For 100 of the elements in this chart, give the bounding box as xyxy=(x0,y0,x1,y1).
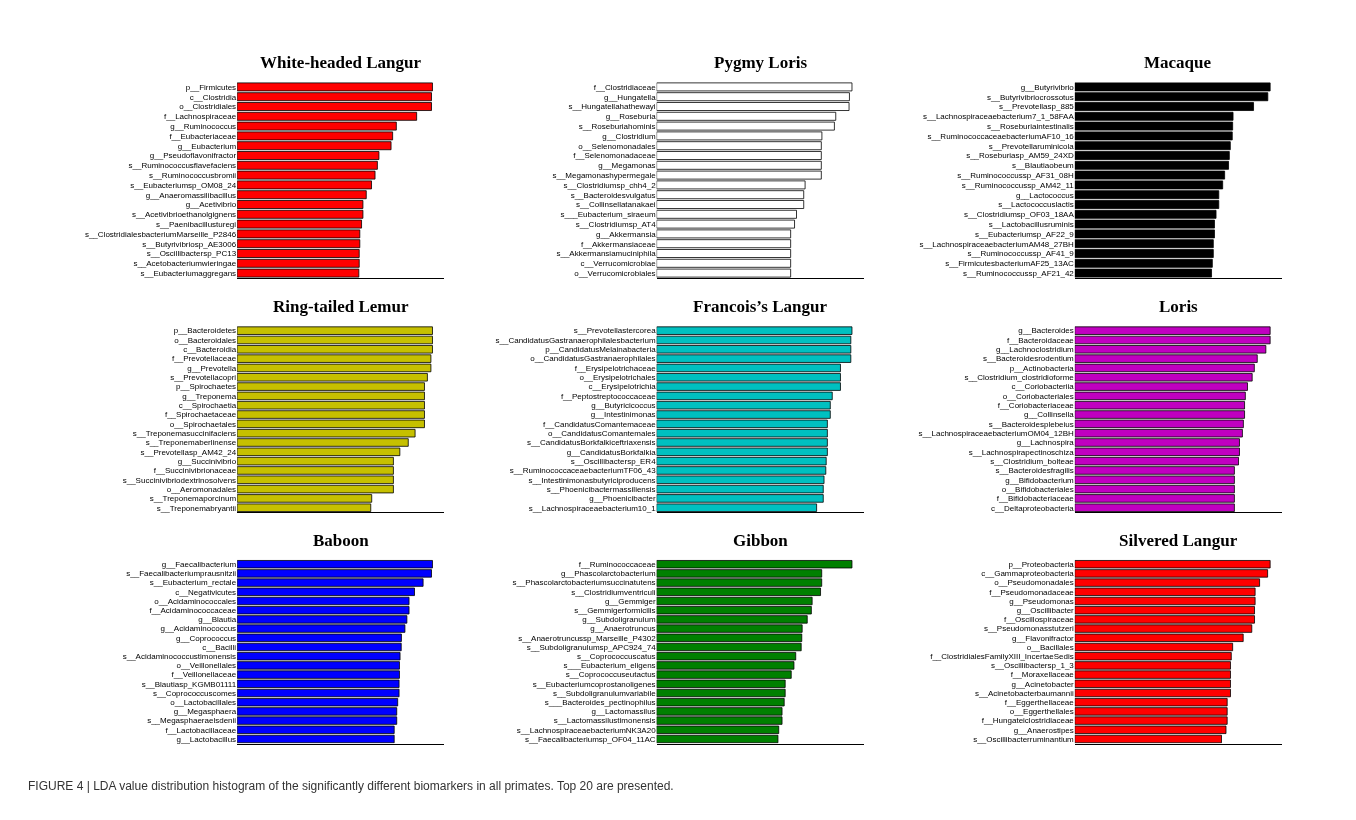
y-tick-label: g__Ruminococcus xyxy=(170,121,237,131)
y-tick-label: s__Roseburiaintestinalis xyxy=(987,121,1074,131)
y-tick-label: g__Gemmiger xyxy=(604,596,656,606)
y-tick-label: g__Pseudomonas xyxy=(1009,596,1074,606)
y-tick-label: s__Eubacteriumcoprostanoligenes xyxy=(532,679,656,689)
y-tick-label: s__Bacteroidesvulgatus xyxy=(570,190,656,200)
y-tick-label: s__Treponemasuccinifaciens xyxy=(132,428,237,438)
y-tick-label: s__Oscillibactersp_1_3 xyxy=(991,661,1075,671)
y-tick-label: f__Bacteroidaceae xyxy=(1007,335,1075,345)
chart-title: Loris xyxy=(1159,297,1199,316)
y-tick-label: g__Coprococcus xyxy=(176,633,237,643)
caption: FIGURE 4 | LDA value distribution histogram of the significantly different biomarkers in all primates. Top 20 are presented. xyxy=(28,779,674,793)
y-tick-label: o__Coriobacteriales xyxy=(1002,391,1074,401)
y-tick-label: s__Treponemabryantii xyxy=(156,503,237,513)
y-tick-label: o__Spirochaetales xyxy=(169,419,237,429)
y-tick-label: g__Flavonifractor xyxy=(1011,633,1075,643)
chart-title: Pygmy Loris xyxy=(714,53,808,72)
y-tick-label: g__Lachnospira xyxy=(1016,438,1075,448)
y-tick-label: s__Subdoligranulumvariabile xyxy=(552,688,657,698)
y-tick-label: s__Treponemaberlinense xyxy=(145,438,237,448)
y-tick-label: s__Ruminococcussp_AF41_9 xyxy=(967,249,1075,259)
y-tick-label: s__Clostridiumsp_OF03_18AA xyxy=(963,210,1075,220)
y-tick-label: g__Lactomassilus xyxy=(591,707,656,717)
y-tick-label: s__Prevotellastercorea xyxy=(573,326,657,336)
y-tick-label: s__Ruminococcussp_AF31_08H xyxy=(957,170,1075,180)
y-tick-label: c__Coriobacteriia xyxy=(1011,382,1075,392)
y-tick-label: s__Anaerotruncussp_Marseille_P4302 xyxy=(518,633,657,643)
y-tick-label: s__CandidatusBorkfalkiceftriaxensis xyxy=(527,438,656,448)
y-tick-label: s__Prevotellacopri xyxy=(170,373,237,383)
y-tick-label: s__Clostridium_clostridioforme xyxy=(964,373,1075,383)
y-tick-label: c__Bacteroidia xyxy=(183,345,237,355)
y-tick-label: s__Prevotellasp_AM42_24 xyxy=(140,447,237,457)
y-tick-label: o__Selenomonadales xyxy=(578,141,656,151)
y-tick-label: s__Hungatellahathewayi xyxy=(568,102,656,112)
y-tick-label: c__Spirochaetia xyxy=(178,401,237,411)
y-tick-label: g__Anaerotruncus xyxy=(590,624,656,634)
y-tick-label: s__Lactomassilustimonensis xyxy=(553,716,656,726)
y-tick-label: s__Paenibacillusturegi xyxy=(156,219,237,229)
y-tick-label: s__Eubacteriumaggregans xyxy=(140,268,237,278)
y-tick-label: f__Veillonellaceae xyxy=(171,670,237,680)
y-tick-label: f__ClostridialesFamilyXIII_IncertaeSedis xyxy=(930,652,1074,661)
y-tick-label: o__Verrucomicrobiales xyxy=(574,268,656,278)
chart-title: Ring-tailed Lemur xyxy=(273,297,409,316)
y-tick-label: s__LachnospiraceaebacteriumAM48_27BH xyxy=(919,239,1074,249)
y-tick-label: o__Bacteroidales xyxy=(174,335,237,345)
y-tick-label: s__Blautiaobeum xyxy=(1011,161,1075,171)
y-tick-label: p__Spirochaetes xyxy=(176,382,237,392)
y-tick-label: s__Bacteroidesfragilis xyxy=(995,466,1074,476)
y-tick-label: g__Subdoligranulum xyxy=(582,615,656,625)
y-tick-label: s__Eubacteriumsp_OM08_24 xyxy=(130,180,237,190)
y-tick-label: g__Megamonas xyxy=(598,161,656,171)
chart-title: Macaque xyxy=(1144,53,1212,72)
y-tick-label: s__Roseburiahominis xyxy=(578,121,656,131)
y-tick-label: g__Collinsella xyxy=(1023,410,1075,420)
y-tick-label: g__Eubacterium xyxy=(177,141,237,151)
y-tick-label: s__Acetivibrioethanolgignens xyxy=(132,210,237,220)
y-tick-label: s__Clostridiumsp_AT4 xyxy=(575,219,657,229)
y-tick-label: s__Lachnospirapectinoschiza xyxy=(968,447,1075,457)
y-tick-label: g__Phascolarctobacterium xyxy=(560,569,656,579)
y-tick-label: g__Hungatella xyxy=(604,92,657,102)
y-tick-label: g__CandidatusBorkfalkia xyxy=(566,447,657,457)
chart-title: White-headed Langur xyxy=(260,53,422,72)
y-tick-label: o__Eggerthellales xyxy=(1009,707,1074,717)
y-tick-label: g__Butyricicoccus xyxy=(591,401,656,411)
y-tick-label: g__Succinivibrio xyxy=(177,456,237,466)
y-tick-label: g__Acidaminococcus xyxy=(160,624,237,634)
y-tick-label: g__Bacteroides xyxy=(1018,326,1074,336)
y-tick-label: s__Bacteroidesrodentium xyxy=(983,354,1075,364)
y-tick-label: s__Oscillibacterruminantium xyxy=(973,734,1075,744)
y-tick-label: p__Bacteroidetes xyxy=(173,326,237,336)
y-tick-label: f__Clostridiaceae xyxy=(593,82,657,92)
y-tick-label: s__Eubacteriumsp_AF22_9 xyxy=(975,229,1075,239)
y-tick-label: c__Verrucomicrobiae xyxy=(580,259,657,269)
y-tick-label: c__Erysipelotrichia xyxy=(588,382,657,392)
y-tick-label: g__Roseburia xyxy=(605,112,657,122)
y-tick-label: o__Erysipelotrichales xyxy=(579,373,656,383)
y-tick-label: g__Phoenicibacter xyxy=(589,494,656,504)
y-tick-label: g__Butyrivibrio xyxy=(1020,82,1075,92)
y-tick-label: s__Clostridium_bolteae xyxy=(990,456,1075,466)
chart-title: Gibbon xyxy=(733,531,789,550)
y-tick-label: p__Proteobacteria xyxy=(1008,560,1075,569)
y-tick-label: s__Lactococcuslactis xyxy=(998,200,1074,210)
y-tick-label: s__ClostridialesbacteriumMarseille_P2846 xyxy=(84,229,237,239)
y-tick-label: s__Butyrivibriocrossotus xyxy=(987,92,1074,102)
y-tick-label: s__Faecalibacteriumsp_OF04_11AC xyxy=(525,734,656,744)
y-tick-label: g__Akkermansia xyxy=(596,229,657,239)
y-tick-label: o__Clostridiales xyxy=(179,102,237,112)
y-tick-label: s__Succinivibriodextrinosolvens xyxy=(122,475,237,485)
y-tick-label: g__Lactococcus xyxy=(1015,190,1074,200)
y-tick-label: g__Lachnoclostridium xyxy=(995,345,1075,355)
y-tick-label: f__Prevotellaceae xyxy=(172,354,237,364)
y-tick-label: f__Succinivibrionaceae xyxy=(153,466,237,476)
y-tick-label: s__Clostridiumventriculi xyxy=(571,587,656,597)
y-tick-label: g__Prevotella xyxy=(187,363,237,373)
y-tick-label: s__Ruminococcussp_AF21_42 xyxy=(963,268,1075,278)
y-tick-label: g__Intestinimonas xyxy=(590,410,656,420)
y-tick-label: o__CandidatusComantemales xyxy=(548,428,656,438)
y-tick-label: s__Acetobacteriumwieringae xyxy=(133,259,237,269)
y-tick-label: s__Clostridiumsp_chh4_2 xyxy=(563,180,657,190)
y-tick-label: s__Blautiasp_KGMB01111 xyxy=(141,679,237,689)
